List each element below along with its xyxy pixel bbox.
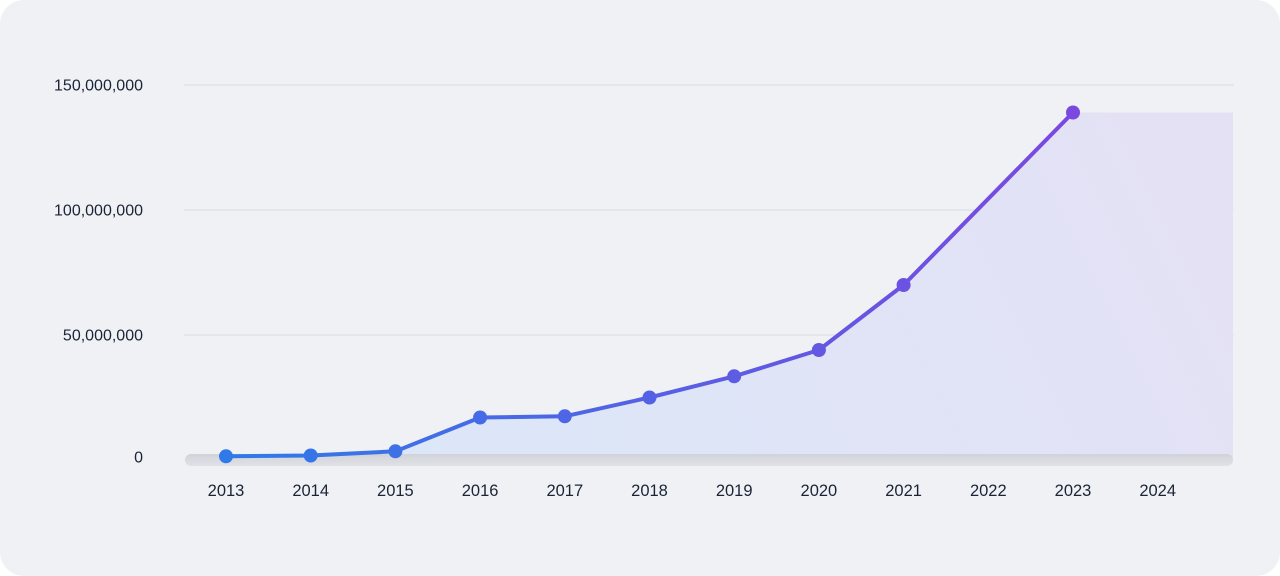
area-fill xyxy=(226,112,1233,458)
x-axis-tick-label: 2017 xyxy=(546,482,583,500)
x-axis-tick-label: 2015 xyxy=(377,482,414,500)
data-point-dot xyxy=(642,390,657,405)
data-point-dot xyxy=(811,343,826,357)
data-point-dot xyxy=(473,410,488,425)
data-point-dot xyxy=(388,444,403,459)
x-axis-tick-label: 2014 xyxy=(292,482,329,500)
x-axis-tick-label: 2024 xyxy=(1139,482,1176,500)
y-axis-tick-label: 0 xyxy=(134,450,143,467)
x-axis-tick-label: 2019 xyxy=(716,482,753,500)
x-axis-tick-label: 2022 xyxy=(970,482,1007,500)
data-point-dot xyxy=(1066,105,1080,120)
x-axis-tick-label: 2020 xyxy=(801,482,838,500)
x-axis-tick-label: 2023 xyxy=(1055,482,1092,500)
x-axis-tick-label: 2018 xyxy=(631,482,668,500)
x-axis-tick-label: 2013 xyxy=(208,482,245,500)
x-axis-tick-label: 2016 xyxy=(462,482,499,500)
data-line xyxy=(224,110,1075,459)
data-point-dot xyxy=(219,449,233,464)
y-axis-tick-label: 150,000,000 xyxy=(54,78,143,95)
data-point-dot xyxy=(303,448,318,463)
data-point-dot xyxy=(727,369,742,384)
data-point-dot xyxy=(557,409,572,424)
data-point-dot xyxy=(896,278,911,292)
x-axis-tick-label: 2021 xyxy=(885,482,922,500)
y-axis-tick-label: 50,000,000 xyxy=(63,328,143,345)
baseline-band xyxy=(185,454,1233,466)
y-axis-tick-label: 100,000,000 xyxy=(54,203,143,220)
